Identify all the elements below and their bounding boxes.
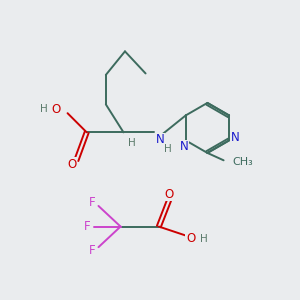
Text: O: O xyxy=(164,188,174,201)
Text: F: F xyxy=(83,220,90,233)
Text: F: F xyxy=(89,196,95,209)
Text: N: N xyxy=(156,133,165,146)
Text: H: H xyxy=(200,234,208,244)
Text: N: N xyxy=(231,131,240,144)
Text: O: O xyxy=(52,103,61,116)
Text: H: H xyxy=(40,104,47,114)
Text: N: N xyxy=(180,140,189,153)
Text: F: F xyxy=(89,244,95,257)
Text: O: O xyxy=(186,232,195,245)
Text: CH₃: CH₃ xyxy=(232,157,253,167)
Text: H: H xyxy=(128,138,136,148)
Text: O: O xyxy=(67,158,76,171)
Text: H: H xyxy=(164,143,172,154)
